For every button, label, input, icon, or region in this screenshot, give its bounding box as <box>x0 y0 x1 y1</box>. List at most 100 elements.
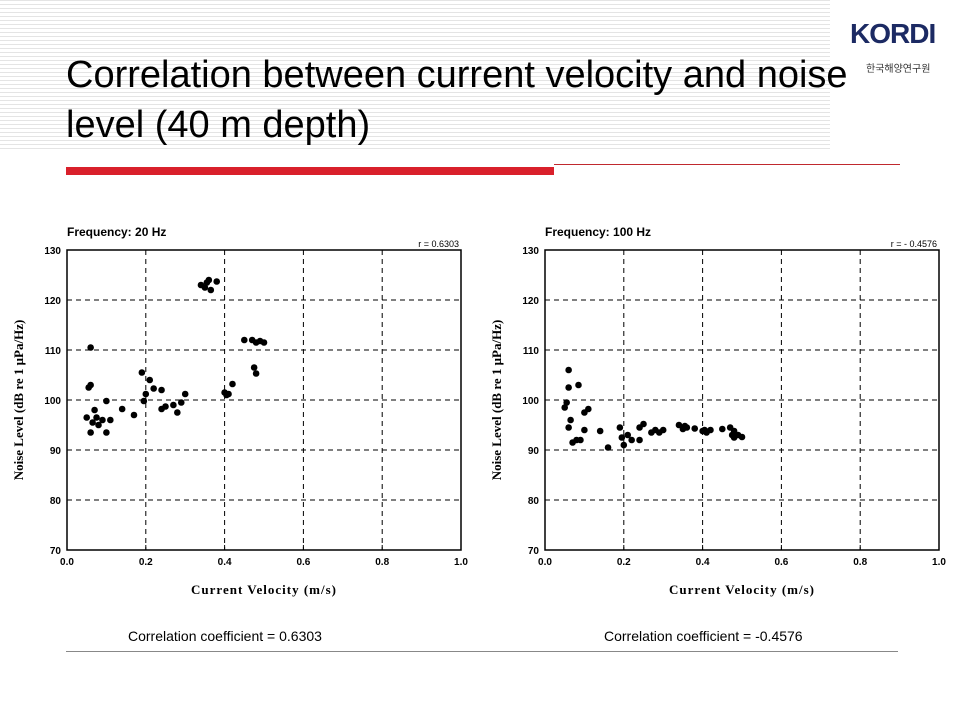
data-point <box>99 416 106 424</box>
data-point <box>138 369 146 376</box>
data-point <box>628 436 635 444</box>
chart-20hz-svg: 0.0 0.2 0.4 0.6 0.8 1.0 70 80 90 100 110 120 130 Freq… <box>11 225 468 597</box>
data-point <box>170 401 177 409</box>
x-tick-label: 0.2 <box>139 557 153 568</box>
title-accent-line <box>554 164 900 165</box>
data-point <box>118 405 126 413</box>
data-point <box>181 390 189 398</box>
x-tick-label: 0.6 <box>774 557 788 568</box>
y-tick-label: 100 <box>44 396 61 407</box>
data-point <box>213 278 221 285</box>
logo-subtext: 한국해양연구원 <box>866 64 931 75</box>
data-point <box>707 426 714 434</box>
kordi-logo: KORDI 한국해양연구원 <box>850 18 950 84</box>
data-point <box>618 434 626 441</box>
title-accent-bar <box>66 167 554 175</box>
data-point <box>150 385 157 392</box>
chart-100hz: 0.0 0.2 0.4 0.6 0.8 1.0 70 80 90 100 110 120 130 Freq… <box>488 205 958 600</box>
data-point <box>563 399 570 406</box>
data-point <box>162 403 169 410</box>
x-tick-label: 0.4 <box>696 557 710 568</box>
y-tick-label: 90 <box>528 446 540 457</box>
data-point <box>229 380 236 388</box>
data-point <box>174 409 181 416</box>
data-point <box>636 436 643 444</box>
data-point <box>225 390 232 398</box>
slide-title: Correlation between current velocity and… <box>66 54 848 146</box>
data-point <box>561 404 568 411</box>
x-tick-label: 0.8 <box>853 557 867 568</box>
x-tick-label: 1.0 <box>932 557 946 568</box>
data-point <box>719 425 726 433</box>
data-point <box>575 381 582 389</box>
data-point <box>89 419 96 426</box>
data-point <box>252 370 260 377</box>
data-point <box>87 381 94 389</box>
x-tick-label: 0.8 <box>375 557 389 568</box>
y-tick-label: 120 <box>44 296 61 307</box>
data-point <box>565 384 572 391</box>
data-point <box>616 424 624 431</box>
data-point <box>620 441 628 449</box>
data-point <box>146 376 154 384</box>
y-tick-label: 70 <box>528 546 540 557</box>
y-tick-label: 120 <box>522 296 539 307</box>
data-point <box>585 405 592 413</box>
caption-100hz: Correlation coefficient = -0.4576 <box>604 628 803 644</box>
data-point <box>691 425 699 432</box>
x-tick-label: 0.2 <box>617 557 631 568</box>
chart-100hz-svg: 0.0 0.2 0.4 0.6 0.8 1.0 70 80 90 100 110 120 130 Freq… <box>489 225 946 597</box>
y-tick-label: 100 <box>522 396 539 407</box>
y-tick-label: 110 <box>45 346 62 357</box>
data-point <box>683 424 691 431</box>
data-point <box>87 344 94 351</box>
x-axis-label: Current Velocity (m/s) <box>191 582 337 597</box>
data-point <box>565 366 572 374</box>
data-point <box>640 420 647 428</box>
y-tick-label: 80 <box>528 496 540 507</box>
data-point <box>130 411 138 419</box>
caption-20hz: Correlation coefficient = 0.6303 <box>128 628 322 644</box>
chart-20hz: 0.0 0.2 0.4 0.6 0.8 1.0 70 80 90 100 110 120 130 Freq… <box>10 205 480 600</box>
data-point <box>205 276 213 284</box>
header-stripes <box>0 0 830 150</box>
data-point <box>596 427 604 435</box>
data-point <box>207 286 215 294</box>
data-point <box>83 414 90 421</box>
data-point <box>158 386 165 394</box>
y-axis-label: Noise Level (dB re 1 μPa/Hz) <box>11 320 26 481</box>
chart-title: Frequency: 20 Hz <box>67 225 166 239</box>
x-tick-label: 1.0 <box>454 557 468 568</box>
logo-text: KORDI <box>850 18 936 49</box>
x-tick-label: 0.0 <box>60 557 74 568</box>
y-tick-label: 90 <box>50 446 62 457</box>
data-point <box>201 284 209 291</box>
x-axis-label: Current Velocity (m/s) <box>669 582 815 597</box>
x-tick-label: 0.4 <box>218 557 232 568</box>
data-point <box>103 397 110 405</box>
data-point <box>567 416 574 424</box>
data-point <box>260 339 268 346</box>
y-tick-label: 80 <box>50 496 62 507</box>
correlation-annotation: r = - 0.4576 <box>891 239 937 249</box>
footer-divider <box>66 651 898 652</box>
data-point <box>565 424 572 431</box>
y-tick-label: 130 <box>44 246 61 257</box>
data-point <box>140 397 148 405</box>
data-point <box>241 336 248 344</box>
data-point <box>107 416 114 424</box>
data-point <box>581 426 588 434</box>
data-point <box>91 406 98 414</box>
y-tick-label: 130 <box>522 246 539 257</box>
x-tick-label: 0.0 <box>538 557 552 568</box>
data-point <box>95 421 102 429</box>
chart-title: Frequency: 100 Hz <box>545 225 651 239</box>
data-point <box>142 390 150 398</box>
data-point <box>103 429 110 436</box>
correlation-annotation: r = 0.6303 <box>418 239 459 249</box>
data-point <box>604 444 612 451</box>
data-point <box>250 364 258 371</box>
data-point <box>93 414 100 421</box>
data-point <box>738 433 746 441</box>
data-point <box>177 399 185 406</box>
